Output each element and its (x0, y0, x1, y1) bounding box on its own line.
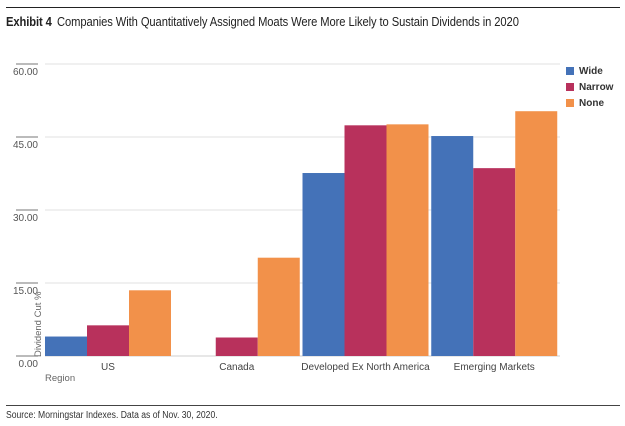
legend-swatch (566, 83, 574, 91)
title-text: Companies With Quantitatively Assigned M… (56, 14, 519, 29)
y-axis-ticks: 0.00 15.00 30.00 45.00 60.00 (13, 63, 39, 370)
legend-item: Narrow (566, 79, 613, 95)
legend-item: None (566, 95, 613, 111)
bar-wide (45, 336, 87, 356)
x-axis-title: Region (45, 373, 75, 384)
x-axis-labels: US Canada Developed Ex North America Emergi… (101, 362, 535, 373)
chart-title: Exhibit 4 Companies With Quantitatively A… (6, 14, 519, 29)
bar-wide (302, 173, 345, 356)
exhibit-label: Exhibit 4 (6, 14, 52, 29)
y-tick-label: 0.00 (19, 359, 39, 370)
legend-label: Wide (579, 65, 603, 77)
x-tick-label: US (101, 362, 115, 373)
x-tick-label: Canada (219, 362, 254, 373)
legend-swatch (566, 99, 574, 107)
y-axis-title: Dividend Cut % (33, 291, 44, 357)
bar-chart: 0.00 15.00 30.00 45.00 60.00 US Canada Develop… (13, 63, 560, 384)
bar-narrow (473, 168, 516, 356)
bar-none (129, 290, 171, 356)
bar-none (386, 124, 429, 356)
legend-swatch (566, 67, 574, 75)
x-tick-label: Emerging Markets (454, 362, 535, 373)
bars (45, 111, 558, 356)
source-note: Source: Morningstar Indexes. Data as of … (6, 410, 218, 421)
bar-narrow (87, 325, 129, 356)
legend-item: Wide (566, 63, 613, 79)
bar-none (515, 111, 558, 356)
legend-label: Narrow (579, 81, 614, 93)
bar-wide (431, 136, 474, 356)
legend-label: None (579, 97, 604, 109)
bar-narrow (344, 125, 387, 356)
top-rule (6, 7, 620, 8)
legend: Wide Narrow None (566, 63, 613, 111)
y-tick-label: 45.00 (13, 140, 38, 151)
y-tick-label: 60.00 (13, 67, 38, 78)
bottom-rule (6, 405, 620, 406)
bar-none (257, 257, 300, 356)
y-tick-label: 30.00 (13, 213, 38, 224)
bar-narrow (215, 337, 258, 356)
y-tick-label: 15.00 (13, 286, 38, 297)
x-tick-label: Developed Ex North America (301, 362, 430, 373)
